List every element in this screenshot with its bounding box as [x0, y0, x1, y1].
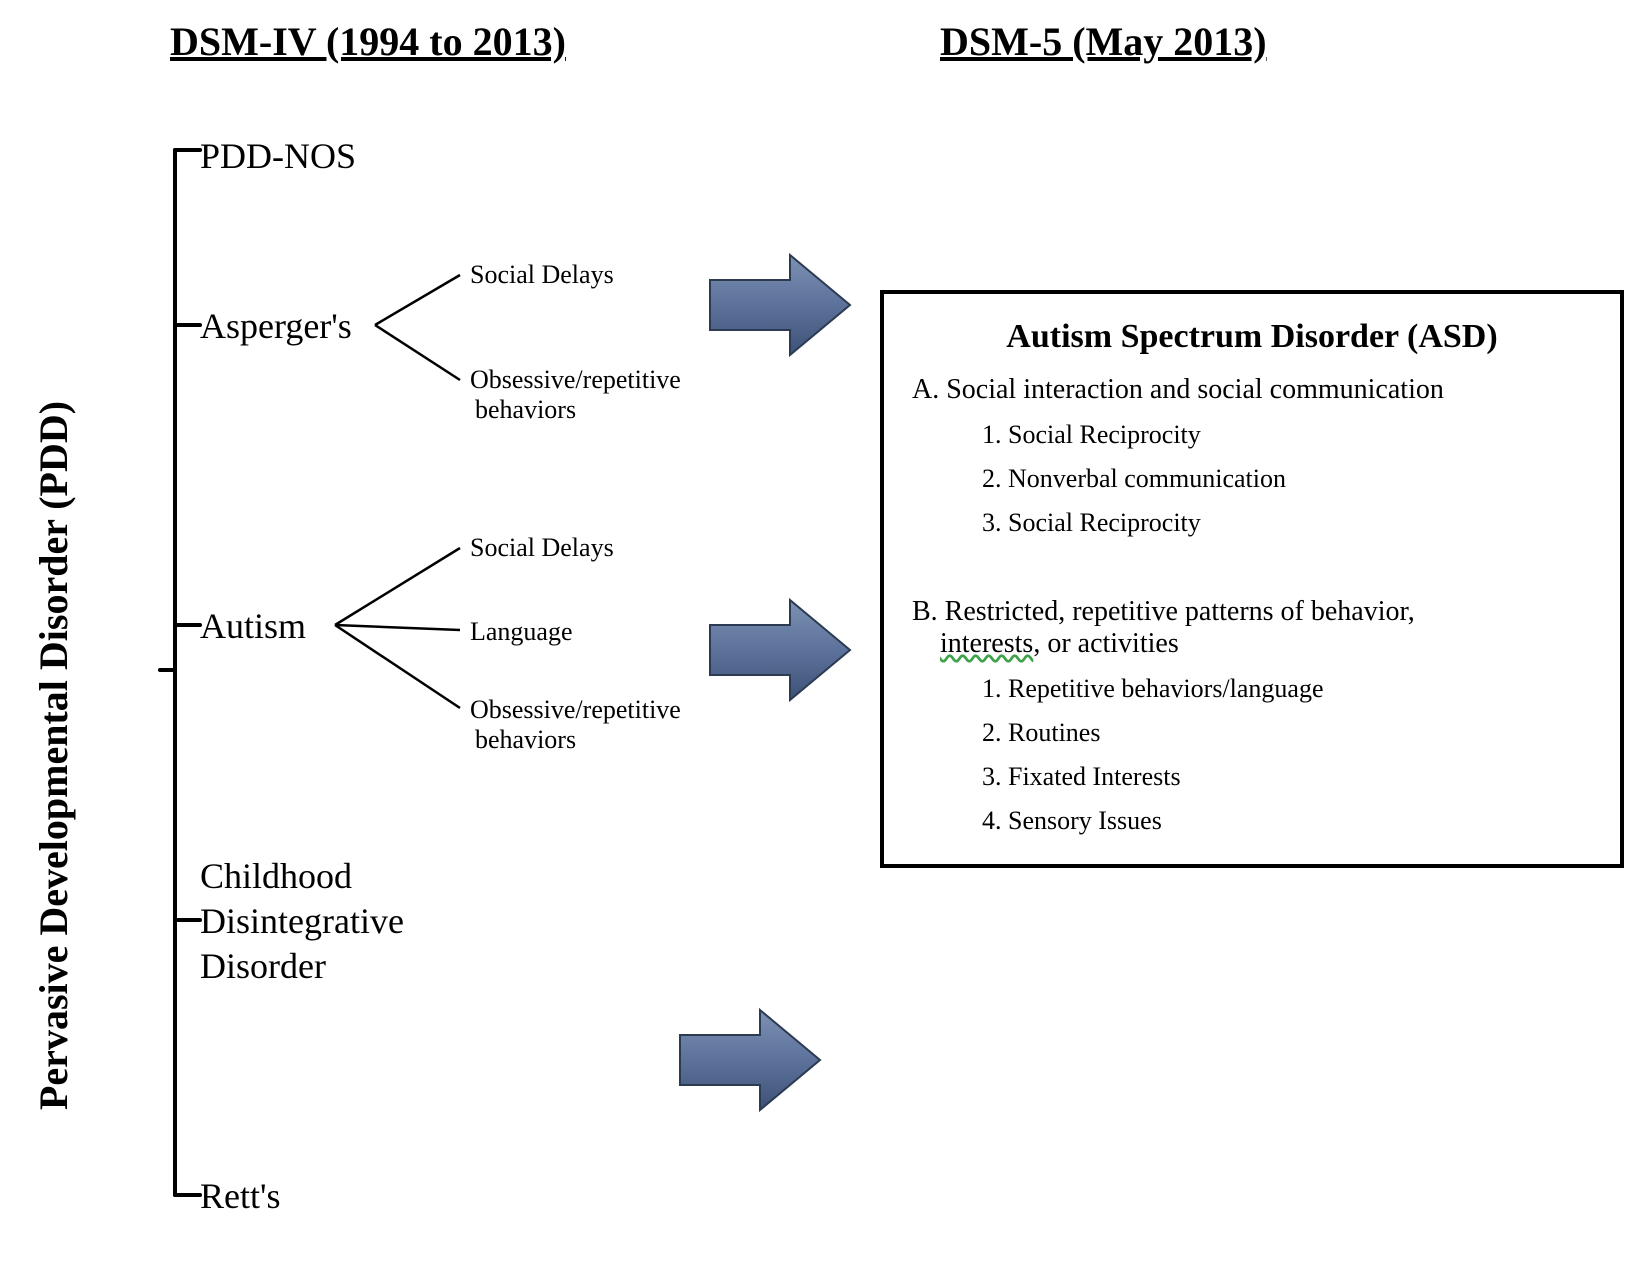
disorder-cdd-3: Disorder: [200, 945, 326, 987]
autism-sub-obr-2: behaviors: [475, 725, 576, 755]
disorder-aspergers: Asperger's: [200, 305, 352, 347]
aspergers-fork-icon: [375, 275, 460, 380]
asd-b-item-2: 2. Routines: [982, 718, 1592, 748]
main-brace-icon: [160, 150, 200, 1195]
vertical-label-pdd: Pervasive Developmental Disorder (PDD): [30, 401, 77, 1110]
arrow-icon-2: [710, 600, 850, 700]
asd-box-title: Autism Spectrum Disorder (ASD): [912, 318, 1592, 356]
disorder-cdd-1: Childhood: [200, 855, 352, 897]
asd-b-item-4: 4. Sensory Issues: [982, 806, 1592, 836]
autism-sub-language: Language: [470, 617, 573, 647]
asd-section-b-heading: B. Restricted, repetitive patterns of be…: [912, 596, 1592, 660]
disorder-cdd-2: Disintegrative: [200, 900, 404, 942]
autism-sub-social: Social Delays: [470, 533, 614, 563]
asd-b-item-1: 1. Repetitive behaviors/language: [982, 674, 1592, 704]
diagram-stage: DSM-IV (1994 to 2013) DSM-5 (May 2013) P…: [0, 0, 1652, 1262]
asd-box: Autism Spectrum Disorder (ASD) A. Social…: [880, 290, 1624, 868]
aspergers-sub-obr-2: behaviors: [475, 395, 576, 425]
asd-section-a-heading: A. Social interaction and social communi…: [912, 374, 1592, 406]
asd-a-item-2: 2. Nonverbal communication: [982, 464, 1592, 494]
aspergers-sub-social: Social Delays: [470, 260, 614, 290]
autism-sub-obr-1: Obsessive/repetitive: [470, 695, 681, 725]
header-right: DSM-5 (May 2013): [940, 18, 1267, 65]
asd-b-item-3: 3. Fixated Interests: [982, 762, 1592, 792]
disorder-pddnos: PDD-NOS: [200, 135, 356, 177]
aspergers-sub-obr-1: Obsessive/repetitive: [470, 365, 681, 395]
asd-a-item-1: 1. Social Reciprocity: [982, 420, 1592, 450]
disorder-autism: Autism: [200, 605, 306, 647]
header-left: DSM-IV (1994 to 2013): [170, 18, 566, 65]
disorder-retts: Rett's: [200, 1175, 281, 1217]
arrow-icon-1: [710, 255, 850, 355]
arrow-icon-3: [680, 1010, 820, 1110]
autism-fork-icon: [335, 548, 460, 708]
asd-a-item-3: 3. Social Reciprocity: [982, 508, 1592, 538]
